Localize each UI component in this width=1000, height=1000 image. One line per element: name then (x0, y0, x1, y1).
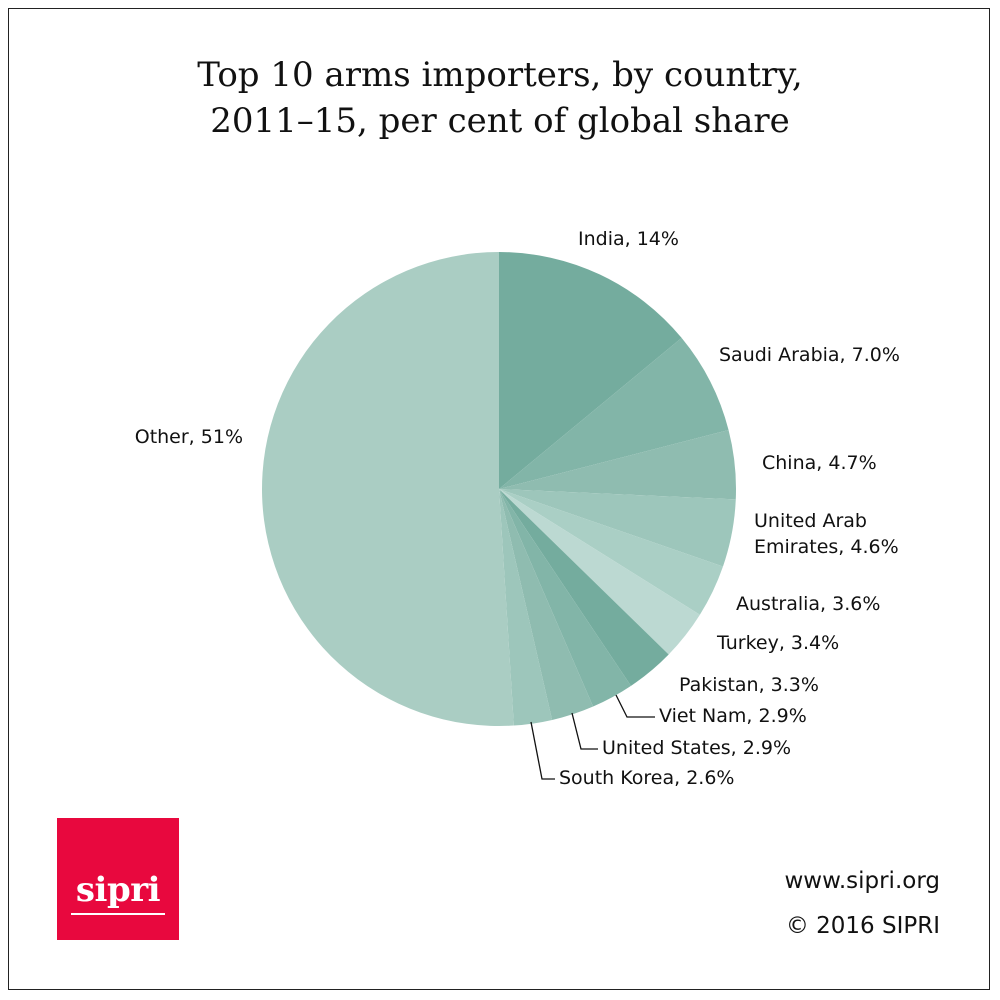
pie-slice-saudi-arabia (499, 337, 729, 489)
slice-label-viet-nam: Viet Nam, 2.9% (659, 705, 807, 727)
pie-slice-united-arab-emirates (499, 489, 736, 567)
slice-labels: India, 14% Saudi Arabia, 7.0% China, 4.7% U… (135, 228, 900, 789)
pie-slice-india (499, 252, 682, 489)
slice-label-saudi-arabia: Saudi Arabia, 7.0% (719, 344, 900, 366)
pie-slices (261, 252, 736, 727)
pie-slice-viet-nam (499, 489, 631, 707)
slice-label-other: Other, 51% (135, 426, 243, 448)
pie-slice-united-states (499, 489, 594, 720)
footer-copyright: © 2016 SIPRI (785, 913, 940, 939)
slice-label-australia: Australia, 3.6% (736, 593, 880, 615)
leader-line-south-korea (530, 721, 555, 780)
leader-line-viet-nam (615, 694, 655, 718)
sipri-logo: sipri (57, 818, 179, 940)
slice-label-turkey: Turkey, 3.4% (716, 632, 839, 654)
logo-text: sipri (75, 870, 161, 910)
pie-slice-china (499, 430, 736, 500)
pie-slice-south-korea (499, 489, 553, 726)
chart-title-line-1: Top 10 arms importers, by country, (197, 55, 803, 95)
slice-label-china: China, 4.7% (762, 452, 877, 474)
pie-slice-turkey (499, 489, 700, 655)
logo-underline (71, 913, 165, 915)
leader-line-united-states (571, 712, 598, 750)
pie-slice-pakistan (499, 489, 669, 686)
slice-label-india: India, 14% (578, 228, 679, 250)
chart-title-line-2: 2011–15, per cent of global share (210, 101, 790, 141)
pie-slice-other (261, 252, 514, 727)
pie-slice-australia (499, 489, 723, 615)
label-leaders (530, 694, 655, 780)
slice-label-pakistan: Pakistan, 3.3% (679, 674, 819, 696)
slice-label-south-korea: South Korea, 2.6% (559, 767, 734, 789)
slice-label-united-arab-emirates: United Arab Emirates, 4.6% (754, 510, 899, 558)
footer-url: www.sipri.org (784, 868, 941, 894)
slice-label-united-states: United States, 2.9% (602, 737, 791, 759)
